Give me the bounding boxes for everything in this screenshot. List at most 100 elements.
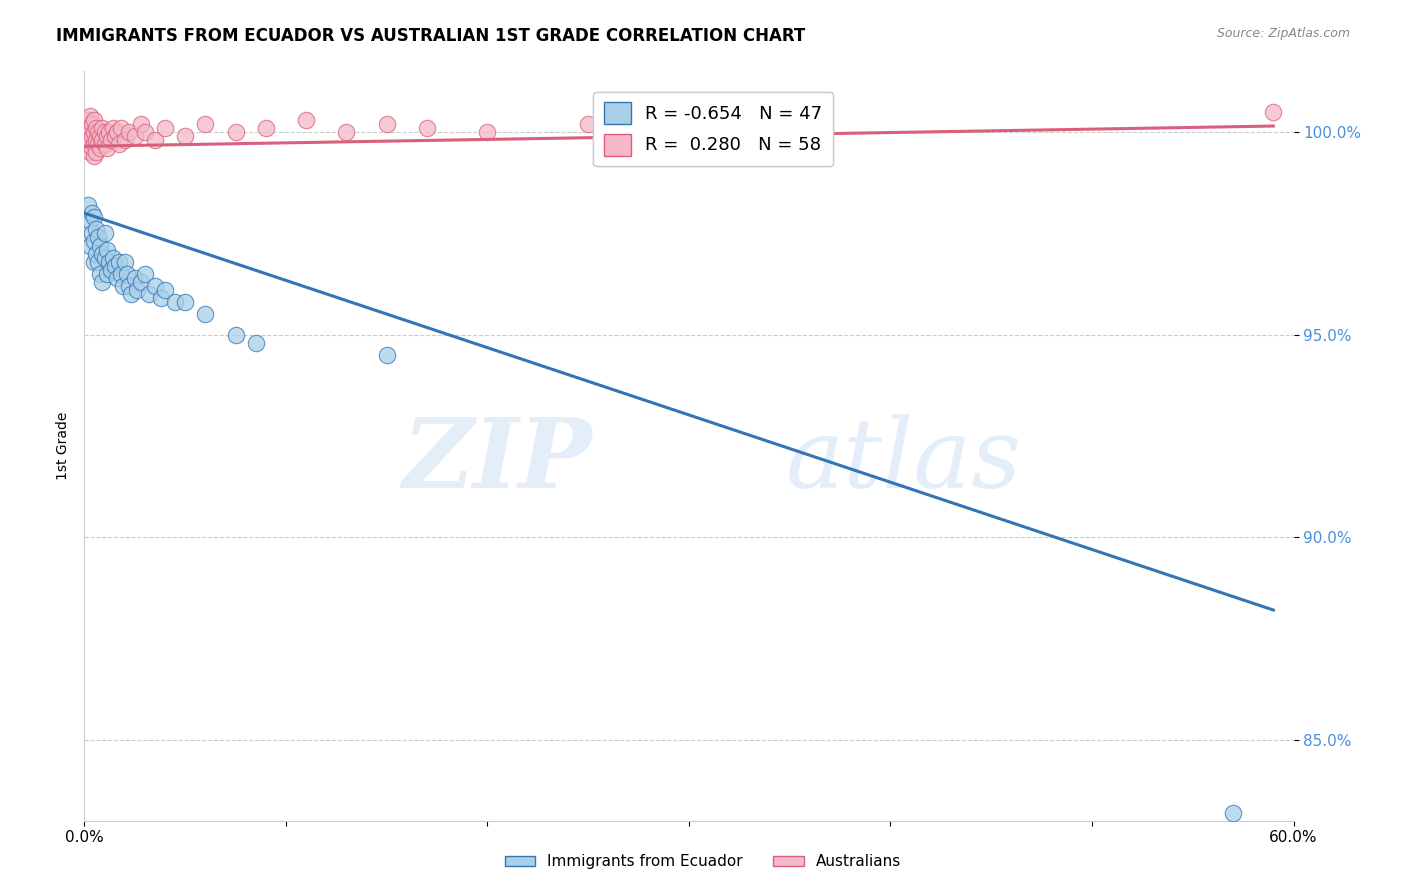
- Point: [375, 117, 398, 131]
- Point: [118, 125, 141, 139]
- Point: [86, 222, 108, 236]
- Point: [124, 129, 146, 144]
- Point: [96, 129, 118, 144]
- Point: [758, 112, 780, 127]
- Point: [416, 121, 439, 136]
- Point: [129, 117, 152, 131]
- Point: [82, 117, 104, 131]
- Point: [91, 133, 114, 147]
- Y-axis label: 1st Grade: 1st Grade: [56, 412, 70, 480]
- Point: [245, 335, 267, 350]
- Point: [225, 327, 247, 342]
- Point: [124, 271, 146, 285]
- Point: [254, 121, 277, 136]
- Point: [83, 125, 105, 139]
- Point: [114, 133, 136, 147]
- Point: [104, 129, 127, 144]
- Point: [134, 267, 156, 281]
- Point: [1222, 805, 1244, 820]
- Point: [75, 125, 97, 139]
- Point: [576, 117, 599, 131]
- Point: [165, 295, 187, 310]
- Point: [118, 279, 141, 293]
- Point: [86, 246, 108, 260]
- Point: [86, 133, 108, 147]
- Point: [110, 121, 132, 136]
- Point: [96, 141, 118, 155]
- Point: [91, 121, 114, 136]
- Point: [75, 133, 97, 147]
- Point: [134, 125, 156, 139]
- Point: [77, 198, 100, 212]
- Point: [83, 112, 105, 127]
- Point: [375, 348, 398, 362]
- Point: [82, 227, 104, 241]
- Point: [335, 125, 357, 139]
- Point: [77, 137, 100, 152]
- Point: [93, 125, 115, 139]
- Point: [96, 243, 118, 257]
- Point: [79, 121, 101, 136]
- Point: [91, 275, 114, 289]
- Point: [79, 238, 101, 252]
- Point: [143, 133, 166, 147]
- Point: [107, 137, 129, 152]
- Point: [75, 117, 97, 131]
- Point: [120, 287, 142, 301]
- Point: [1263, 104, 1285, 119]
- Point: [82, 141, 104, 155]
- Point: [79, 214, 101, 228]
- Text: IMMIGRANTS FROM ECUADOR VS AUSTRALIAN 1ST GRADE CORRELATION CHART: IMMIGRANTS FROM ECUADOR VS AUSTRALIAN 1S…: [56, 27, 806, 45]
- Point: [87, 137, 110, 152]
- Point: [79, 109, 101, 123]
- Point: [149, 291, 172, 305]
- Point: [89, 238, 111, 252]
- Point: [83, 210, 105, 224]
- Point: [86, 145, 108, 160]
- Point: [89, 267, 111, 281]
- Point: [174, 129, 197, 144]
- Point: [89, 141, 111, 155]
- Point: [143, 279, 166, 293]
- Point: [129, 275, 152, 289]
- Point: [678, 121, 700, 136]
- Point: [83, 235, 105, 249]
- Point: [93, 251, 115, 265]
- Point: [138, 287, 160, 301]
- Point: [79, 133, 101, 147]
- Legend: Immigrants from Ecuador, Australians: Immigrants from Ecuador, Australians: [498, 848, 908, 875]
- Point: [100, 262, 122, 277]
- Point: [114, 254, 136, 268]
- Point: [97, 125, 120, 139]
- Point: [83, 137, 105, 152]
- Point: [83, 149, 105, 163]
- Point: [174, 295, 197, 310]
- Point: [93, 137, 115, 152]
- Point: [107, 254, 129, 268]
- Point: [96, 267, 118, 281]
- Point: [93, 227, 115, 241]
- Point: [91, 246, 114, 260]
- Point: [77, 121, 100, 136]
- Point: [97, 254, 120, 268]
- Point: [82, 206, 104, 220]
- Point: [125, 283, 148, 297]
- Point: [86, 121, 108, 136]
- Point: [87, 230, 110, 244]
- Point: [105, 271, 128, 285]
- Point: [105, 125, 128, 139]
- Point: [101, 251, 124, 265]
- Legend: R = -0.654   N = 47, R =  0.280   N = 58: R = -0.654 N = 47, R = 0.280 N = 58: [593, 92, 834, 167]
- Text: atlas: atlas: [786, 414, 1022, 508]
- Point: [153, 283, 176, 297]
- Text: ZIP: ZIP: [402, 414, 592, 508]
- Point: [82, 129, 104, 144]
- Point: [225, 125, 247, 139]
- Point: [194, 307, 217, 321]
- Point: [104, 259, 127, 273]
- Point: [101, 121, 124, 136]
- Point: [100, 133, 122, 147]
- Point: [295, 112, 318, 127]
- Point: [115, 267, 138, 281]
- Point: [77, 112, 100, 127]
